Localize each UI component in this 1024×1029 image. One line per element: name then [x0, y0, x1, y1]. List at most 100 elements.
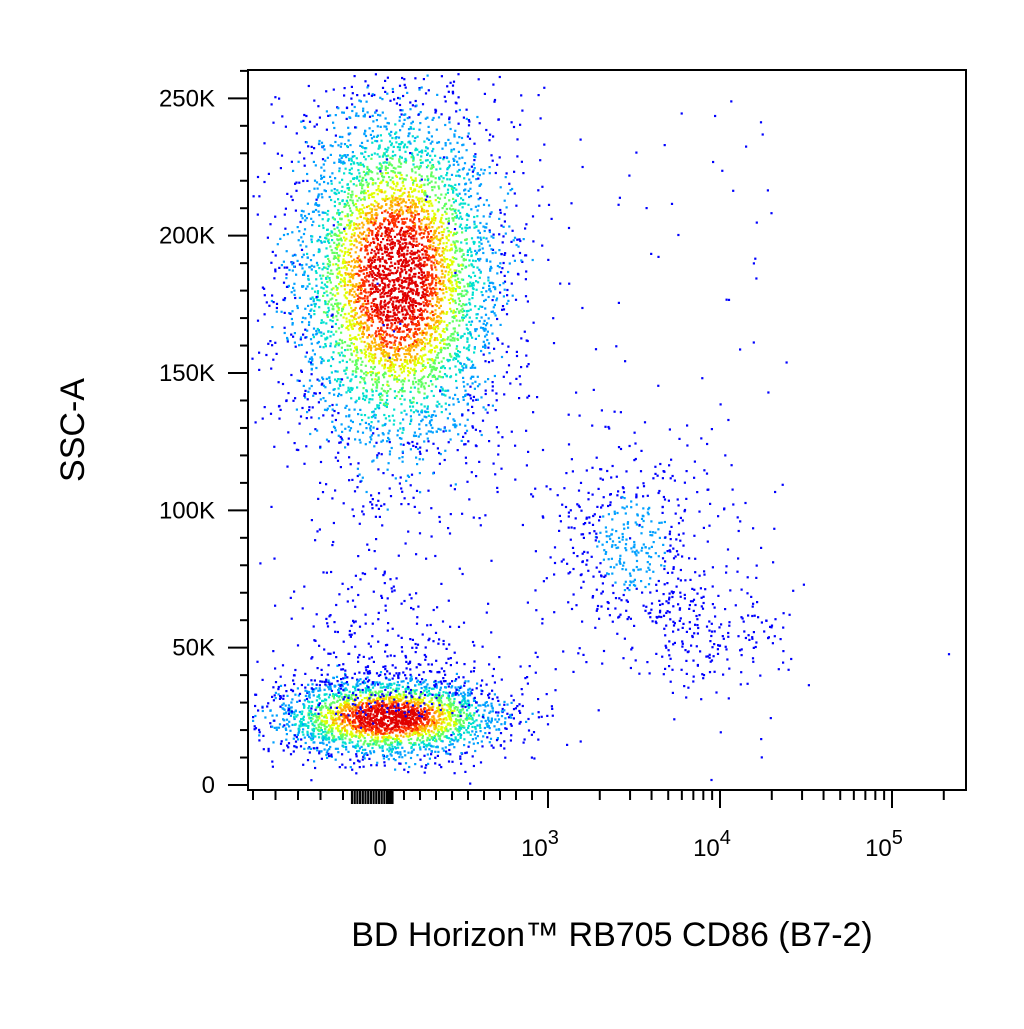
event-dot — [387, 257, 390, 261]
event-dot — [381, 322, 384, 325]
event-dot — [388, 450, 392, 453]
event-dot — [297, 160, 300, 163]
event-dot — [461, 365, 464, 368]
event-dot — [342, 260, 345, 263]
event-dot — [451, 298, 454, 301]
event-dot — [323, 180, 326, 184]
event-dot — [462, 366, 465, 370]
event-dot — [424, 200, 427, 203]
event-dot — [324, 236, 327, 239]
event-dot — [336, 370, 339, 373]
event-dot — [480, 168, 483, 171]
event-dot — [435, 235, 438, 238]
event-dot — [293, 265, 296, 268]
event-dot — [326, 234, 329, 237]
event-dot — [278, 417, 281, 420]
event-dot — [363, 113, 366, 116]
event-dot — [466, 250, 469, 253]
event-dot — [429, 334, 432, 337]
event-dot — [449, 264, 452, 267]
event-dot — [415, 301, 418, 304]
event-dot — [471, 291, 474, 294]
event-dot — [358, 274, 361, 277]
event-dot — [354, 359, 357, 362]
event-dot — [439, 348, 442, 351]
event-dot — [310, 384, 313, 388]
event-dot — [446, 263, 450, 266]
event-dot — [444, 394, 447, 397]
event-dot — [509, 382, 512, 385]
event-dot — [412, 281, 415, 284]
event-dot — [476, 398, 479, 401]
event-dot — [271, 344, 274, 347]
event-dot — [383, 402, 386, 405]
event-dot — [365, 274, 368, 277]
event-dot — [485, 259, 488, 263]
event-dot — [376, 456, 379, 459]
event-dot — [427, 254, 430, 257]
event-dot — [390, 248, 393, 251]
event-dot — [435, 367, 438, 370]
event-dot — [353, 265, 356, 268]
event-dot — [301, 217, 304, 220]
event-dot — [438, 515, 441, 519]
event-dot — [503, 213, 506, 216]
event-dot — [387, 316, 390, 319]
event-dot — [468, 247, 472, 250]
event-dot — [391, 221, 395, 225]
event-dot — [427, 440, 430, 443]
event-dot — [295, 448, 298, 451]
event-dot — [267, 342, 270, 345]
event-dot — [443, 204, 446, 208]
event-dot — [474, 444, 477, 447]
event-dot — [432, 317, 436, 320]
event-dot — [453, 244, 457, 247]
event-dot — [447, 270, 450, 274]
event-dot — [337, 378, 340, 381]
event-dot — [340, 231, 343, 234]
event-dot — [440, 339, 443, 342]
event-dot — [320, 193, 323, 196]
event-dot — [447, 298, 450, 301]
event-dot — [405, 325, 408, 329]
event-dot — [323, 169, 326, 172]
event-dot — [430, 236, 433, 239]
event-dot — [483, 92, 486, 95]
event-dot — [457, 122, 460, 125]
event-dot — [373, 354, 376, 357]
event-dot — [363, 206, 366, 209]
event-dot — [442, 222, 445, 225]
event-dot — [396, 308, 399, 312]
event-dot — [428, 374, 431, 377]
event-dot — [384, 330, 387, 333]
event-dot — [430, 419, 433, 422]
event-dot — [389, 387, 392, 391]
event-dot — [354, 261, 357, 264]
event-dot — [348, 159, 351, 162]
event-dot — [411, 288, 414, 291]
event-dot — [405, 309, 408, 312]
event-dot — [387, 384, 390, 387]
event-dot — [488, 172, 491, 175]
event-dot — [310, 373, 313, 376]
event-dot — [440, 376, 443, 379]
event-dot — [420, 312, 423, 315]
event-dot — [350, 342, 353, 345]
event-dot — [344, 427, 347, 430]
event-dot — [439, 156, 442, 159]
event-dot — [450, 281, 453, 284]
event-dot — [353, 490, 357, 493]
event-dot — [466, 249, 470, 252]
event-dot — [441, 247, 444, 250]
event-dot — [319, 481, 322, 484]
event-dot — [314, 302, 317, 306]
event-dot — [406, 441, 409, 444]
event-dot — [382, 472, 385, 475]
event-dot — [488, 281, 491, 284]
event-dot — [409, 208, 412, 211]
event-dot — [343, 190, 346, 193]
event-dot — [353, 155, 356, 158]
event-dot — [410, 328, 413, 331]
event-dot — [387, 223, 391, 226]
event-dot — [322, 332, 325, 335]
